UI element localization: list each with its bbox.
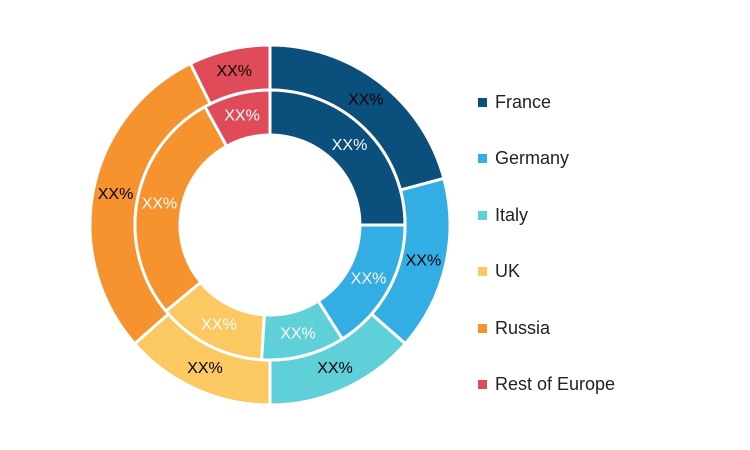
legend-swatch — [478, 380, 487, 390]
inner-data-label: XX% — [224, 108, 260, 125]
legend-swatch — [478, 97, 487, 107]
legend-item: Italy — [478, 187, 728, 244]
legend-label: France — [495, 91, 552, 112]
outer-data-label: XX% — [216, 63, 252, 80]
inner-data-label: XX% — [142, 195, 178, 212]
legend-label: UK — [495, 261, 521, 282]
inner-data-label: XX% — [332, 137, 368, 154]
legend-item: Rest of Europe — [478, 357, 728, 414]
legend-swatch — [478, 323, 487, 333]
legend-item: Russia — [478, 300, 728, 357]
outer-data-label: XX% — [406, 252, 442, 269]
legend-item: UK — [478, 244, 728, 301]
outer-data-label: XX% — [98, 186, 134, 203]
inner-data-label: XX% — [280, 325, 316, 342]
outer-data-label: XX% — [348, 92, 384, 109]
legend-swatch — [478, 210, 487, 220]
legend-swatch — [478, 154, 487, 164]
legend-label: Italy — [495, 204, 529, 225]
legend: France Germany Italy UK Russia Rest of Europe — [478, 74, 728, 413]
legend-item: Germany — [478, 131, 728, 188]
inner-data-label: XX% — [351, 271, 387, 288]
legend-item: France — [478, 74, 728, 131]
inner-data-label: XX% — [201, 317, 237, 334]
legend-label: Rest of Europe — [495, 374, 616, 395]
outer-data-label: XX% — [317, 360, 353, 377]
inner-slice-rest-of-europe — [202, 88, 272, 149]
legend-label: Germany — [495, 148, 570, 169]
legend-label: Russia — [495, 317, 551, 338]
legend-swatch — [478, 267, 487, 277]
outer-data-label: XX% — [187, 360, 223, 377]
